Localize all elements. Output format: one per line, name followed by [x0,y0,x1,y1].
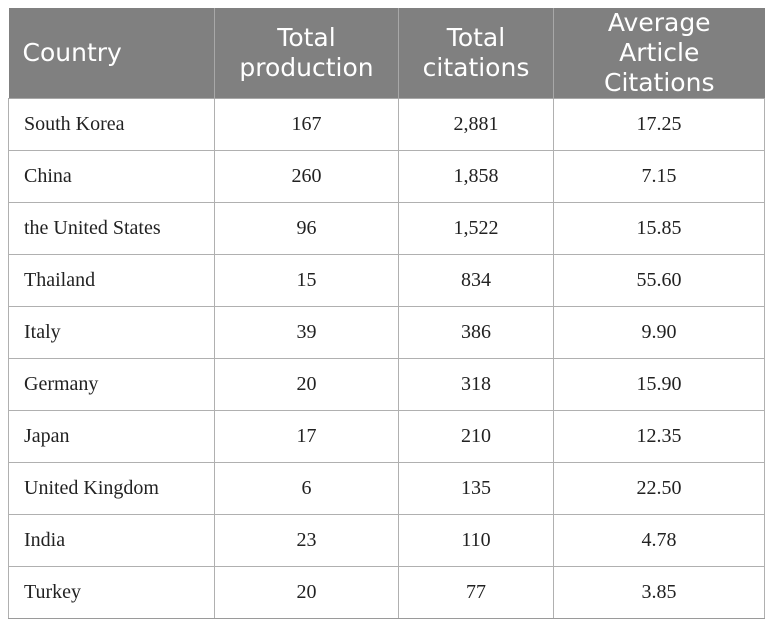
cell-total-citations: 386 [398,306,554,359]
header-total-citations-line2: citations [422,53,530,82]
cell-average-article-citations: 15.85 [553,202,765,255]
table-row: India 23 110 4.78 [8,514,765,567]
cell-country: United Kingdom [8,462,215,515]
cell-average-article-citations: 55.60 [553,254,765,307]
table-row: Germany 20 318 15.90 [8,358,765,411]
cell-average-article-citations: 22.50 [553,462,765,515]
table-row: Thailand 15 834 55.60 [8,254,765,307]
cell-total-production: 17 [214,410,399,463]
cell-total-citations: 1,522 [398,202,554,255]
cell-country: Thailand [8,254,215,307]
cell-total-production: 167 [214,98,399,151]
cell-total-citations: 2,881 [398,98,554,151]
cell-country: Turkey [8,566,215,619]
cell-total-production: 15 [214,254,399,307]
cell-total-citations: 135 [398,462,554,515]
cell-total-production: 260 [214,150,399,203]
header-total-citations: Total citations [398,8,554,99]
header-total-production-line2: production [239,53,374,82]
cell-average-article-citations: 9.90 [553,306,765,359]
table-header: Country Total production Total citations… [8,8,765,99]
country-citations-table: Country Total production Total citations… [8,8,765,619]
cell-total-citations: 1,858 [398,150,554,203]
cell-total-production: 20 [214,358,399,411]
cell-country: the United States [8,202,215,255]
header-country: Country [8,8,215,99]
table-row: Japan 17 210 12.35 [8,410,765,463]
cell-country: China [8,150,215,203]
header-total-citations-line1: Total [446,23,506,52]
cell-total-production: 96 [214,202,399,255]
cell-total-production: 23 [214,514,399,567]
header-average-article-citations-line1: Average Article [607,8,711,67]
cell-total-citations: 110 [398,514,554,567]
cell-country: Japan [8,410,215,463]
header-average-article-citations-line2: Citations [604,68,715,97]
table-row: China 260 1,858 7.15 [8,150,765,203]
table-row: the United States 96 1,522 15.85 [8,202,765,255]
cell-country: India [8,514,215,567]
table-row: South Korea 167 2,881 17.25 [8,98,765,151]
cell-average-article-citations: 15.90 [553,358,765,411]
table-body: South Korea 167 2,881 17.25 China 260 1,… [8,98,765,619]
cell-average-article-citations: 12.35 [553,410,765,463]
table-row: Italy 39 386 9.90 [8,306,765,359]
cell-total-citations: 318 [398,358,554,411]
header-country-label: Country [22,38,122,67]
cell-total-citations: 77 [398,566,554,619]
cell-average-article-citations: 17.25 [553,98,765,151]
cell-country: Italy [8,306,215,359]
cell-total-citations: 834 [398,254,554,307]
header-total-production: Total production [214,8,399,99]
cell-average-article-citations: 3.85 [553,566,765,619]
cell-country: Germany [8,358,215,411]
cell-average-article-citations: 7.15 [553,150,765,203]
cell-country: South Korea [8,98,215,151]
header-row: Country Total production Total citations… [8,8,765,99]
cell-total-citations: 210 [398,410,554,463]
table-row: United Kingdom 6 135 22.50 [8,462,765,515]
cell-average-article-citations: 4.78 [553,514,765,567]
cell-total-production: 6 [214,462,399,515]
cell-total-production: 39 [214,306,399,359]
table-row: Turkey 20 77 3.85 [8,566,765,619]
header-total-production-line1: Total [277,23,336,52]
cell-total-production: 20 [214,566,399,619]
header-average-article-citations: Average Article Citations [553,8,765,99]
